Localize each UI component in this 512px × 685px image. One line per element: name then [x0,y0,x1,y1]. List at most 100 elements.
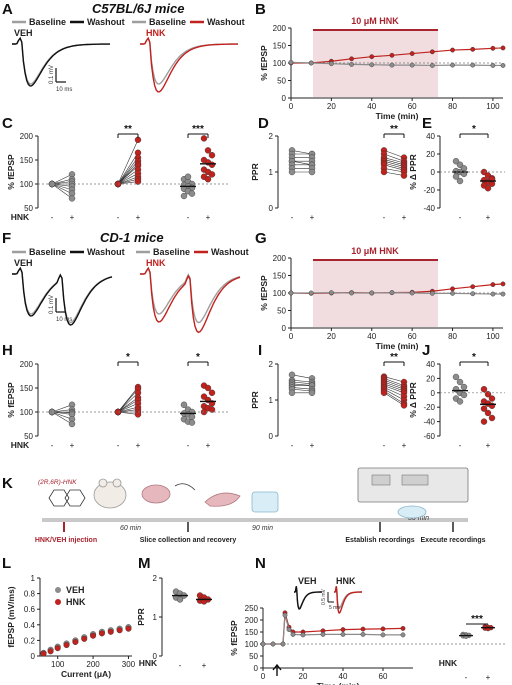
data-point-veh [409,62,415,68]
fepsp-trace [12,266,113,324]
panel-label-b: B [255,1,266,18]
x-tick-label: - [465,673,468,682]
x-tick-label: 0 [289,102,294,111]
data-point [180,192,188,200]
legend-f-hnk: Baseline Washout [136,247,249,257]
y-axis-label: PPR [250,163,260,180]
x-tick-label: + [402,213,407,222]
data-point-hnk [340,627,346,632]
y-tick-label: 0 [282,94,287,103]
y-tick-label: 50 [249,652,258,661]
data-point-veh [400,632,406,638]
data-point-hnk [500,45,506,51]
data-point [288,371,296,378]
io-curve-L: 0 0.2 0.4 0.6 0.8 1 fEPSP (mV/ms) 100 200 300 Curr… [6,574,136,679]
data-point-veh [450,62,455,68]
legend-baseline-label: Baseline [29,247,66,257]
y-tick-label: 0.4 [24,621,36,630]
data-point-veh [308,290,314,296]
x-tick-label: 40 [367,102,376,111]
data-point-hnk [107,628,114,635]
x-tick-label: + [206,213,211,222]
label-execute: Execute recordings [421,537,486,544]
scatter-J: -60 -40 -20 0 20 40 % Δ PPR - + * [408,352,496,450]
x-tick-label: + [70,441,75,450]
scale-ms-label: 10 ms [56,87,72,93]
paired-line [51,411,73,425]
data-point-hnk [490,45,496,51]
data-point-veh [308,60,314,66]
x-tick-label: 20 [299,672,308,681]
data-point-veh [490,63,496,68]
stimulation-arrow-icon [272,663,282,676]
data-point [204,175,212,183]
legend-f-veh: Baseline Washout [12,247,125,257]
y-tick-label: 1 [269,168,274,177]
paired-line [291,150,313,155]
data-point-hnk [450,286,455,292]
legend-a-hnk: Baseline Washout [132,17,245,27]
y-tick-label: 50 [24,204,33,213]
fepsp-trace [12,266,113,326]
label-slice: Slice collection and recovery [140,537,237,544]
y-tick-label: 0 [282,324,287,333]
data-point [208,389,216,396]
data-point [480,405,488,412]
timecourse-G: 0 50 100 150 200 % fEPSP 0 20 40 60 80 100 Time (min… [259,254,506,351]
scatter-H: 50 100 150 200 % fEPSP - + - + - + * * [6,352,216,450]
data-point [380,168,388,176]
data-point [208,171,216,178]
data-point [456,161,464,169]
paired-line [383,171,405,176]
paired-line [383,150,405,158]
paired-line [117,406,139,413]
data-point-veh [260,641,266,647]
y-axis-label: fEPSP (mV/ms) [6,586,16,647]
x-tick-label: 100 [51,660,65,669]
paired-line [383,387,405,397]
paired-line [117,409,139,413]
data-point [308,168,316,176]
data-point-hnk [490,282,496,287]
y-tick-label: 0.2 [24,636,36,645]
significance-marker: *** [471,614,483,625]
x-tick-label: + [202,661,207,670]
rig-icon [357,467,469,519]
significance-marker: * [196,352,200,363]
x-tick-label: + [136,441,141,450]
data-point-hnk [450,47,455,53]
data-point [456,398,464,405]
trace-label-hnk: HNK [146,28,166,38]
x-tick-label: - [383,213,386,222]
data-point-veh [286,627,292,632]
scale-ms-label: 5 ms [329,605,340,611]
data-point-hnk [409,51,415,56]
y-tick-label: 100 [20,408,34,417]
y-axis-label: PPR [250,391,260,408]
trace-label-hnk: HNK [146,258,166,268]
data-point-hnk [98,630,105,637]
paired-line [383,160,405,167]
paired-line [51,178,73,185]
panel-label-n: N [255,555,266,572]
data-point [456,177,464,185]
paired-line [117,176,139,185]
x-tick-label: 60 [408,332,417,341]
significance-marker: * [126,352,130,363]
y-tick-label: 200 [273,24,287,33]
panel-label-e: E [422,115,432,132]
data-point-veh [320,632,326,637]
scale-bar-a: 0.1 mV 10 ms [49,65,72,93]
y-axis-label: % fEPSP [6,154,16,190]
trace-label-veh: VEH [14,258,33,268]
data-point-hnk [400,626,406,631]
paired-line [291,387,313,390]
x-tick-label: - [117,213,120,222]
data-point [134,411,142,418]
drug-bar-b: 10 μM HNK [313,16,438,97]
data-point-veh [369,62,375,68]
arrow-icon [174,483,196,491]
y-tick-label: 200 [273,254,287,263]
